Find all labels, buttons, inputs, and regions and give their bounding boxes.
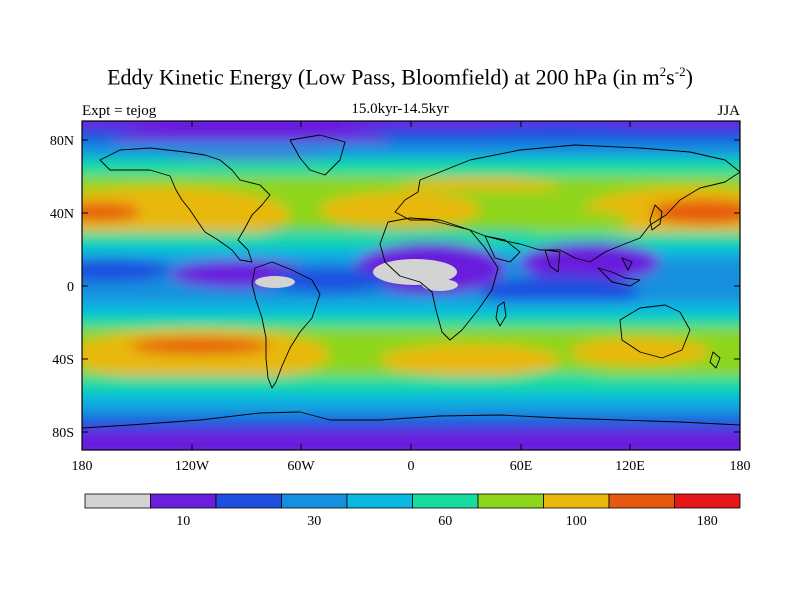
- lat-tick-label: 80S: [52, 426, 74, 441]
- lat-tick-label: 0: [67, 280, 74, 295]
- lon-tick-label: 0: [408, 459, 415, 474]
- colorbar-swatch: [84, 493, 151, 509]
- lon-tick-label: 180: [72, 459, 93, 474]
- colorbar-label: 10: [176, 514, 190, 529]
- lat-tick-label: 40S: [52, 353, 74, 368]
- tick-marks: [81, 121, 741, 450]
- colorbar-swatch: [477, 493, 544, 509]
- colorbar-label: 100: [566, 514, 587, 529]
- colorbar-swatch: [674, 493, 741, 509]
- season-label: JJA: [717, 103, 740, 119]
- lon-tick-label: 60W: [287, 459, 315, 474]
- latitude-labels: 80N 40N 0 40S 80S: [50, 134, 74, 441]
- map-title: Eddy Kinetic Energy (Low Pass, Bloomfiel…: [107, 64, 693, 90]
- colorbar-swatch: [412, 493, 479, 509]
- coastlines: [82, 134, 740, 429]
- longitude-labels: 180 120W 60W 0 60E 120E 180: [72, 459, 751, 474]
- lon-tick-label: 120E: [615, 459, 645, 474]
- colorbar-swatch: [150, 493, 217, 509]
- colorbar-label: 60: [438, 514, 452, 529]
- colorbar-label: 180: [697, 514, 718, 529]
- lat-tick-label: 80N: [50, 134, 74, 149]
- colorbar-swatch: [608, 493, 675, 509]
- map-subtitle: 15.0kyr-14.5kyr: [351, 101, 449, 117]
- colorbar-swatch: [346, 493, 413, 509]
- lat-tick-label: 40N: [50, 207, 74, 222]
- colorbar-swatch: [215, 493, 282, 509]
- lon-tick-label: 180: [730, 459, 751, 474]
- colorbar-label: 30: [307, 514, 321, 529]
- lon-tick-label: 60E: [510, 459, 533, 474]
- eke-contour-field: [82, 121, 740, 450]
- lon-tick-label: 120W: [175, 459, 210, 474]
- colorbar-swatch: [281, 493, 348, 509]
- colorbar-swatch: [543, 493, 610, 509]
- experiment-label: Expt = tejog: [82, 103, 157, 119]
- colorbar: [84, 493, 741, 509]
- colorbar-labels: 10 30 60 100 180: [176, 514, 718, 529]
